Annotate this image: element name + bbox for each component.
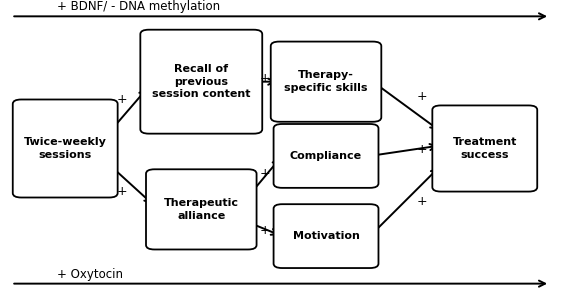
Text: Recall of
previous
session content: Recall of previous session content	[152, 64, 251, 99]
Text: Twice-weekly
sessions: Twice-weekly sessions	[24, 137, 107, 160]
FancyBboxPatch shape	[13, 99, 118, 198]
Text: Therapeutic
alliance: Therapeutic alliance	[164, 198, 239, 221]
Text: + BDNF/ - DNA methylation: + BDNF/ - DNA methylation	[57, 0, 220, 13]
FancyBboxPatch shape	[273, 124, 378, 188]
Text: Compliance: Compliance	[290, 151, 362, 161]
Text: Motivation: Motivation	[293, 231, 359, 241]
Text: +: +	[117, 93, 127, 106]
Text: Therapy-
specific skills: Therapy- specific skills	[284, 70, 368, 93]
FancyBboxPatch shape	[146, 169, 256, 249]
FancyBboxPatch shape	[270, 42, 381, 122]
Text: +: +	[260, 224, 270, 237]
Text: +: +	[417, 143, 428, 157]
Text: +: +	[117, 185, 127, 198]
Text: +: +	[417, 195, 428, 208]
Text: +: +	[417, 90, 428, 103]
Text: Treatment
success: Treatment success	[452, 137, 517, 160]
FancyBboxPatch shape	[273, 204, 378, 268]
Text: +: +	[260, 167, 270, 180]
FancyBboxPatch shape	[140, 30, 262, 134]
Text: + Oxytocin: + Oxytocin	[57, 268, 122, 281]
Text: +: +	[260, 72, 270, 85]
FancyBboxPatch shape	[432, 105, 537, 192]
